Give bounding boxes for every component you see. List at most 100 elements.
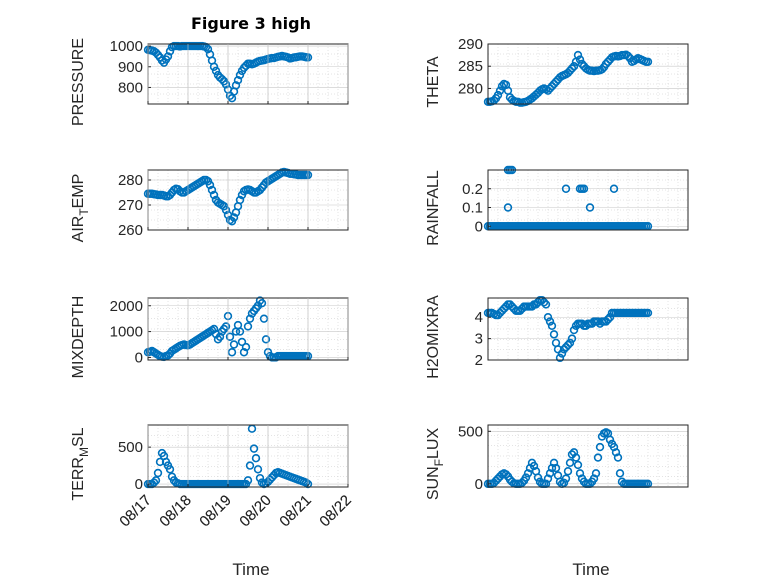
data-point [259,314,269,323]
data-point [539,298,549,307]
data-point [541,300,551,309]
data-point [609,442,619,452]
data-point [551,463,561,473]
y-tick-label: 280 [118,172,143,189]
y-tick-label: 4 [475,309,483,326]
data-point [579,184,589,193]
data-point [597,65,607,74]
figure-title: Figure 3 high [191,14,311,33]
data-point [221,205,231,215]
data-point [229,340,239,349]
x-axis-label: Time [232,560,269,579]
data-point [517,478,527,487]
data-point [561,474,571,483]
y-tick-label: 0 [475,476,483,493]
y-tick-label: 260 [118,222,143,239]
data-point [503,203,513,212]
y-tick-label: 1000 [110,38,143,55]
data-point [569,448,579,457]
y-axis-label: RAINFALL [425,170,442,246]
data-point [559,478,569,487]
data-point [157,56,167,65]
data-point [569,325,579,335]
data-point [235,195,245,205]
data-point [253,465,263,474]
data-point [221,322,231,331]
data-point [543,313,553,322]
axes-border [487,169,689,231]
data-point [233,76,243,85]
data-point [153,468,163,478]
x-tick-label: 08/18 [156,492,195,531]
data-point [521,473,531,482]
x-tick-label: 08/22 [316,492,355,531]
subplot-h2omixra: 2 3 4 H2OMIXRA [147,295,689,379]
data-point [563,340,573,350]
subplot-pressure: 800 900 1000 PRESSURE [70,38,349,126]
x-tick-label: 08/17 [116,492,155,531]
data-point [593,453,603,462]
data-point [575,55,585,64]
data-point [251,454,261,463]
data-point [231,81,241,90]
data-point [613,453,623,462]
data-point [501,470,511,479]
subplot-mixdepth: 0 1000 2000 MIXDEPTH [70,296,349,379]
y-tick-label: 0 [135,349,143,366]
data-point [227,348,237,357]
data-point [595,442,605,452]
data-point [209,190,219,200]
data-point [615,469,625,478]
axes-border [487,297,689,361]
data-point [529,461,539,471]
data-point [545,317,555,326]
y-axis-label: TERRMSL [70,427,91,500]
data-point [155,457,165,467]
data-point [547,463,557,473]
data-point [573,50,583,60]
data-point [497,82,507,91]
data-point [245,461,255,470]
data-point [243,322,253,331]
data-point [225,332,235,341]
data-point [545,469,555,478]
y-tick-label: 0 [135,476,143,493]
x-tick-label: 08/20 [236,492,275,531]
data-point [493,90,503,100]
data-point [533,473,543,482]
data-point [255,473,265,483]
data-point [589,474,599,483]
data-point [245,314,255,323]
data-point [209,324,219,334]
y-axis-label: SUNFLUX [425,428,446,501]
y-tick-label: 800 [118,79,143,96]
x-tick-label: 08/19 [196,492,235,531]
data-point [495,86,505,95]
y-axis-label: MIXDEPTH [70,296,87,379]
y-tick-label: 500 [458,423,483,440]
data-point [235,327,245,336]
data-point [261,335,271,344]
y-axis-label: PRESSURE [70,38,87,126]
subplot-theta: 280 285 290 THETA [147,36,689,108]
y-axis-label: H2OMIXRA [425,295,442,379]
data-point [591,469,601,478]
data-point [151,476,161,485]
data-point [239,348,249,357]
data-point [207,185,217,195]
data-point [563,467,573,476]
data-point [555,353,565,363]
data-point [165,47,175,56]
data-point [603,315,613,324]
data-point [561,184,571,193]
data-point [221,80,231,89]
data-point [203,44,213,54]
data-point [229,213,239,222]
data-point [567,334,577,343]
data-point [205,180,215,190]
y-tick-label: 500 [118,439,143,456]
x-tick-label: 08/21 [276,492,315,531]
data-point [643,57,653,66]
